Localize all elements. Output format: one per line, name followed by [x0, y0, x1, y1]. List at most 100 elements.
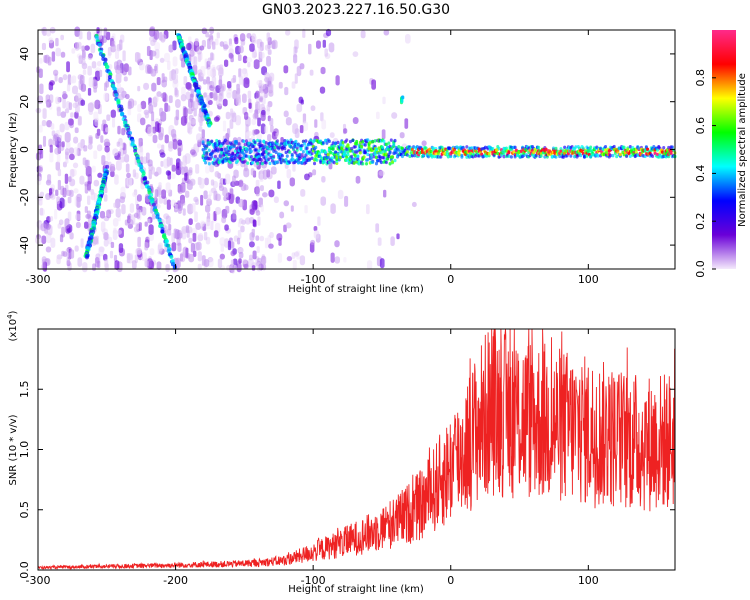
spectrogram-cell	[166, 156, 171, 167]
spectrogram-cell	[59, 123, 65, 133]
spectrogram-cell	[310, 156, 314, 160]
spectrogram-cell	[117, 125, 121, 135]
spectrogram-cell	[164, 134, 169, 144]
spectrogram-cell	[166, 248, 171, 253]
spectrogram-cell	[75, 221, 81, 229]
spectrogram-cell	[49, 94, 54, 104]
spectrogram-cell	[316, 40, 321, 49]
spectrogram-cell	[121, 67, 127, 76]
spectrogram-cell	[74, 127, 79, 134]
spectrogram-cell	[366, 138, 370, 142]
spectrogram-cell	[154, 48, 160, 59]
spectrogram-cell	[187, 169, 193, 176]
spectrogram-cell	[81, 45, 86, 52]
spectrogram-cell	[79, 74, 85, 86]
spectrogram-cell	[110, 43, 116, 53]
spectrogram-cell	[321, 176, 326, 183]
spectrogram-cell	[69, 249, 75, 259]
spectrogram-cell	[352, 51, 359, 57]
spectrogram-cell	[259, 235, 265, 242]
spectrogram-cell	[243, 142, 247, 147]
spectrogram-cell	[145, 260, 149, 267]
spectrogram-cell	[165, 243, 170, 248]
spectrogram-cell	[379, 258, 385, 269]
spectrogram-cell	[288, 150, 292, 154]
spectrogram-cell	[258, 139, 262, 143]
spectrogram-cell	[103, 232, 109, 241]
spectrogram-cell	[41, 119, 47, 127]
spectrogram-cell	[219, 41, 225, 47]
spectrogram-cell	[430, 155, 434, 159]
spectrogram-cell	[124, 154, 130, 163]
spectrogram-cell	[118, 93, 125, 101]
spectrogram-x-ticks: -300 -200 -100 0 100	[26, 30, 599, 286]
spectrogram-cell	[64, 121, 70, 131]
spectrogram-cell	[401, 95, 405, 100]
spectrogram-cell	[135, 222, 140, 230]
spectrogram-cell	[205, 218, 212, 230]
spectrogram-cell	[103, 138, 110, 148]
spectrogram-cell	[457, 152, 461, 157]
spectrogram-cell	[165, 263, 170, 273]
x-tick-label: -100	[301, 273, 326, 286]
spectrogram-cell	[174, 89, 179, 98]
spectrogram-cell	[112, 86, 117, 91]
spectrogram-cell	[332, 144, 336, 148]
spectrogram-cell	[242, 139, 246, 144]
spectrogram-cell	[400, 154, 404, 159]
spectrogram-cell	[289, 177, 295, 187]
colorbar-tick-label: 0.6	[694, 117, 707, 135]
spectrogram-cell	[275, 139, 279, 143]
spectrogram-cell	[69, 147, 74, 155]
spectrogram-cell	[331, 147, 335, 151]
spectrogram-cells	[35, 26, 677, 274]
spectrogram-cell	[260, 91, 265, 97]
spectrogram-cell	[581, 146, 585, 150]
spectrogram-cell	[235, 139, 239, 144]
spectrogram-cell	[308, 43, 312, 55]
spectrogram-cell	[344, 195, 349, 207]
spectrogram-cell	[405, 153, 409, 157]
spectrogram-cell	[54, 209, 58, 220]
spectrogram-cell	[376, 158, 380, 163]
spectrogram-cell	[309, 69, 314, 76]
spectrogram-cell	[343, 128, 348, 134]
spectrogram-cell	[283, 146, 287, 151]
spectrogram-cell	[183, 107, 188, 118]
spectrogram-cell	[68, 102, 72, 111]
spectrogram-cell	[259, 185, 264, 192]
spectrogram-cell	[449, 154, 453, 159]
spectrogram-cell	[296, 161, 300, 165]
spectrogram-cell	[229, 188, 234, 195]
spectrogram-cell	[53, 133, 59, 140]
spectrogram-cell	[59, 234, 64, 243]
spectrogram-cell	[100, 221, 106, 233]
spectrogram-cell	[179, 161, 183, 170]
spectrogram-cell	[314, 145, 318, 150]
spectrogram-cell	[242, 258, 248, 265]
spectrogram-cell	[180, 115, 187, 126]
y-tick-label: 1.0	[18, 441, 31, 459]
spectrogram-cell	[69, 178, 76, 187]
spectrogram-cell	[294, 139, 298, 144]
spectrogram-cell	[294, 151, 298, 155]
spectrogram-cell	[117, 229, 122, 235]
spectrogram-cell	[96, 61, 102, 67]
spectrogram-cell	[293, 46, 297, 58]
spectrogram-cell	[127, 66, 132, 76]
spectrogram-cell	[73, 136, 79, 144]
spectrogram-cell	[211, 76, 217, 88]
spectrogram-cell	[244, 111, 249, 120]
spectrogram-cell	[628, 145, 632, 149]
spectrogram-cell	[377, 237, 382, 246]
spectrogram-cell	[126, 127, 131, 132]
spectrogram-cell	[88, 76, 94, 88]
spectrogram-cell	[70, 76, 74, 84]
spectrogram-cell	[42, 135, 47, 147]
spectrogram-cell	[320, 112, 324, 122]
spectrogram-cell	[143, 82, 150, 91]
spectrogram-cell	[205, 151, 209, 155]
spectrogram-cell	[357, 159, 361, 164]
spectrogram-cell	[420, 147, 424, 152]
